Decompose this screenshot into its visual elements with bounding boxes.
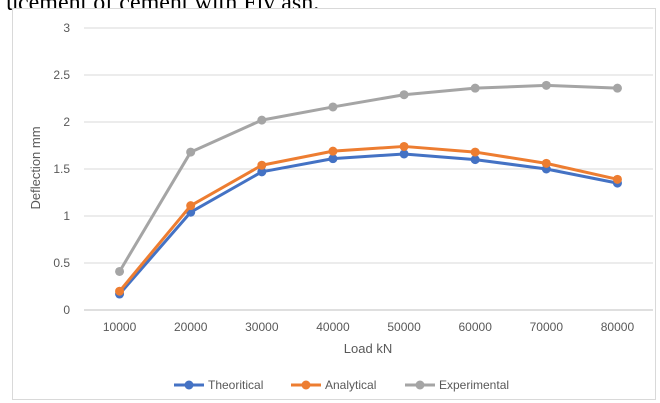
series-line-analytical (118, 144, 619, 293)
y-tick-label: 1 (63, 209, 70, 223)
data-point (186, 147, 196, 157)
legend-label: Analytical (325, 378, 376, 392)
y-tick-labels: 0 0.5 1 1.5 2 2.5 3 (53, 21, 70, 317)
series-analytical (115, 141, 622, 296)
data-point (257, 160, 267, 170)
gridlines (84, 27, 653, 311)
data-point (470, 147, 480, 157)
data-point (612, 174, 622, 184)
y-tick-label: 2.5 (53, 68, 70, 82)
x-tick-label: 50000 (387, 320, 421, 334)
legend-marker (415, 380, 425, 390)
x-tick-label: 80000 (601, 320, 635, 334)
legend: Theoritical Analytical Experimental (174, 378, 509, 392)
x-tick-label: 10000 (103, 320, 137, 334)
series-experimental (115, 80, 622, 276)
data-point (399, 141, 409, 151)
y-tick-label: 2 (63, 115, 70, 129)
legend-label: Experimental (439, 378, 509, 392)
series-group (115, 80, 622, 299)
legend-item-theoritical: Theoritical (174, 378, 263, 392)
data-point (115, 286, 125, 296)
x-tick-label: 20000 (174, 320, 208, 334)
data-point (470, 155, 480, 165)
x-tick-labels: 10000 20000 30000 40000 50000 60000 70000 80000 (103, 320, 635, 334)
data-point (399, 149, 409, 159)
legend-marker (301, 380, 311, 390)
legend-item-experimental: Experimental (405, 378, 509, 392)
y-tick-label: 1.5 (53, 162, 70, 176)
series-line-theoritical (118, 152, 619, 296)
y-tick-label: 0.5 (53, 256, 70, 270)
data-point (541, 158, 551, 168)
data-point (115, 266, 125, 276)
data-point (257, 167, 267, 177)
data-point (470, 83, 480, 93)
series-line-experimental (118, 83, 619, 273)
data-point (541, 80, 551, 90)
y-tick-label: 0 (63, 303, 70, 317)
data-point (328, 102, 338, 112)
data-point (257, 115, 267, 125)
data-point (612, 83, 622, 93)
legend-item-analytical: Analytical (291, 378, 376, 392)
legend-marker (184, 380, 194, 390)
data-point (328, 154, 338, 164)
series-theoritical (115, 149, 622, 299)
data-point (186, 201, 196, 211)
y-axis-title: Deflection mm (28, 126, 43, 209)
x-tick-label: 60000 (459, 320, 493, 334)
data-point (399, 90, 409, 100)
x-axis-title: Load kN (344, 341, 392, 356)
chart-frame (12, 8, 656, 400)
x-tick-label: 40000 (316, 320, 350, 334)
y-tick-label: 3 (63, 21, 70, 35)
data-point (328, 146, 338, 156)
legend-label: Theoritical (208, 378, 263, 392)
x-tick-label: 70000 (530, 320, 564, 334)
x-tick-label: 30000 (245, 320, 279, 334)
